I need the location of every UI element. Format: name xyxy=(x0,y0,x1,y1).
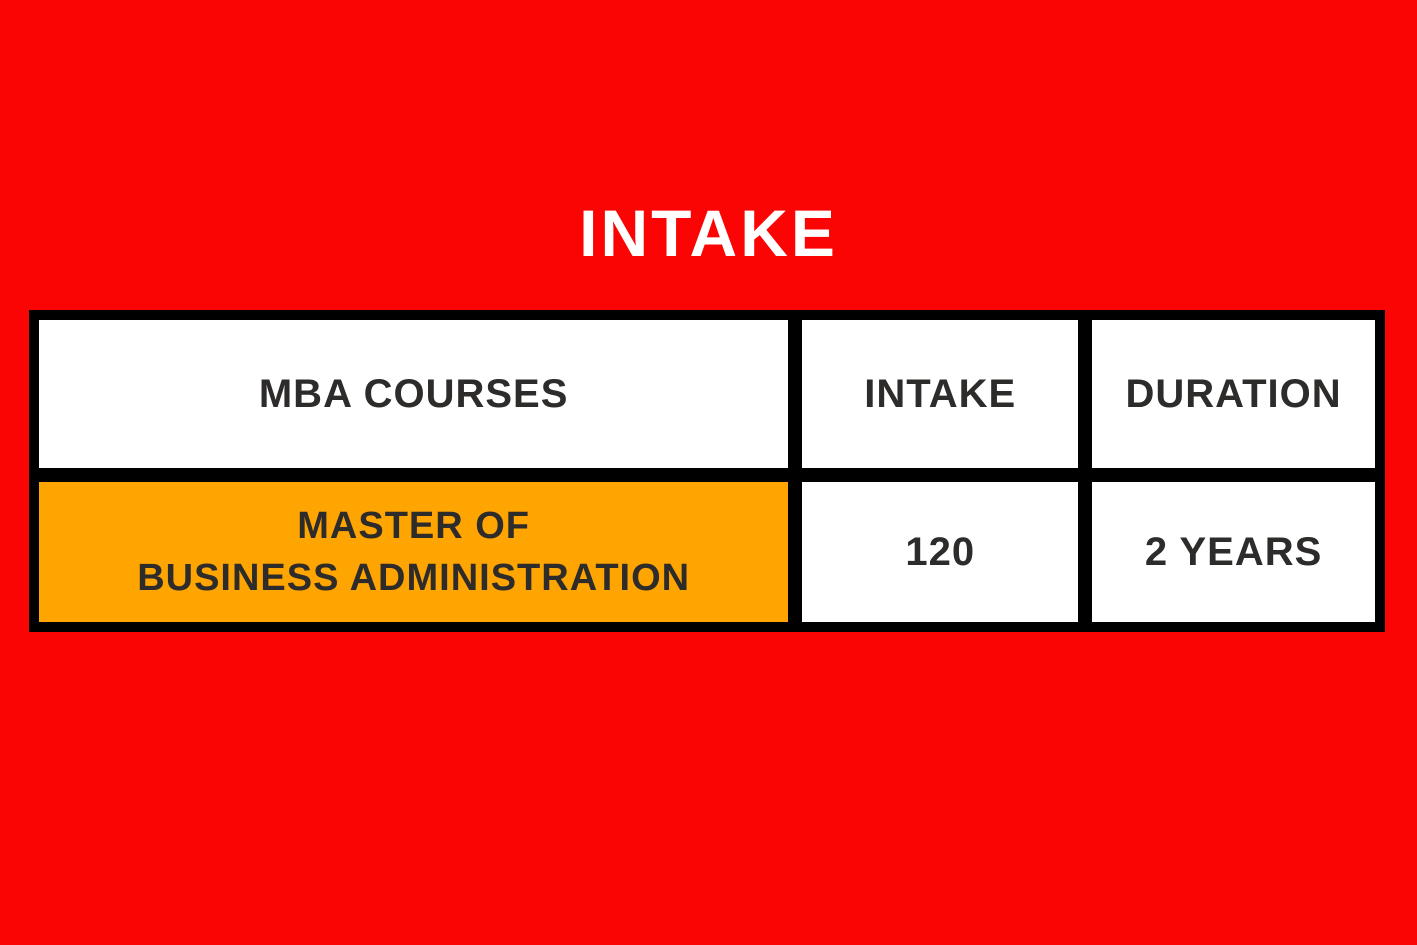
page-title: INTAKE xyxy=(579,196,838,270)
header-cell-intake: INTAKE xyxy=(802,320,1079,468)
duration-value-cell: 2 YEARS xyxy=(1092,482,1375,622)
header-cell-mba-courses: MBA COURSES xyxy=(39,320,789,468)
intake-value-cell: 120 xyxy=(802,482,1079,622)
intake-table: MBA COURSES INTAKE DURATION MASTER OF BU… xyxy=(29,310,1385,632)
header-cell-duration: DURATION xyxy=(1092,320,1375,468)
course-name-cell: MASTER OF BUSINESS ADMINISTRATION xyxy=(39,482,789,622)
